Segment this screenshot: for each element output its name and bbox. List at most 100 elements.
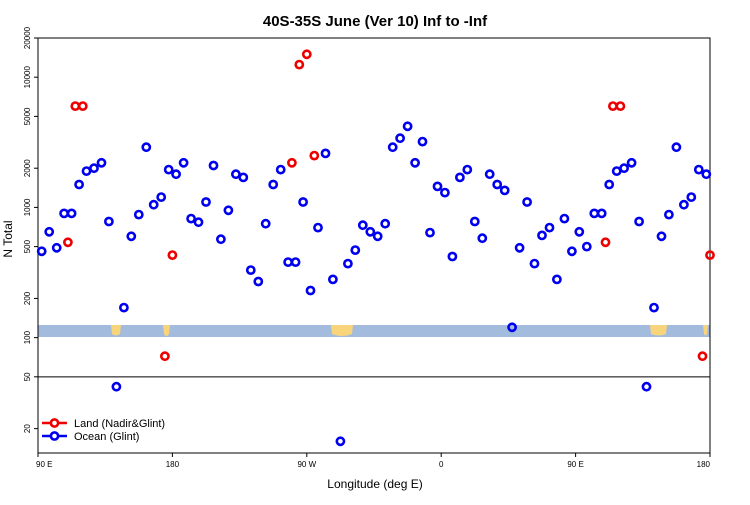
data-point bbox=[245, 265, 256, 275]
data-point bbox=[74, 179, 84, 190]
data-point bbox=[365, 226, 376, 237]
data-point bbox=[89, 163, 99, 174]
y-tick-label: 2000 bbox=[23, 159, 32, 177]
data-point bbox=[462, 164, 473, 175]
data-point bbox=[59, 208, 69, 219]
data-point bbox=[439, 187, 450, 198]
data-points bbox=[36, 49, 715, 447]
data-point bbox=[705, 250, 715, 260]
data-point bbox=[223, 205, 234, 216]
data-point bbox=[36, 246, 47, 257]
y-tick-label: 20000 bbox=[23, 26, 32, 49]
data-point bbox=[77, 101, 88, 111]
legend-marker bbox=[49, 418, 60, 428]
data-point bbox=[63, 237, 73, 248]
data-point bbox=[309, 150, 320, 161]
data-point bbox=[649, 302, 659, 313]
data-point bbox=[581, 241, 592, 252]
plot-frame bbox=[37, 37, 711, 454]
data-point bbox=[268, 179, 279, 190]
x-tick-label: 180 bbox=[697, 460, 711, 469]
legend-label: Ocean (Glint) bbox=[74, 431, 139, 443]
chart-title: 40S-35S June (Ver 10) Inf to -Inf bbox=[263, 13, 488, 30]
series-ocean bbox=[36, 121, 712, 447]
y-tick-label: 100 bbox=[23, 330, 32, 344]
data-point bbox=[230, 169, 241, 180]
data-point bbox=[454, 172, 465, 183]
data-point bbox=[701, 169, 712, 180]
data-point bbox=[664, 209, 674, 220]
legend: Land (Nadir&Glint)Ocean (Glint) bbox=[42, 418, 165, 443]
data-point bbox=[574, 226, 585, 237]
data-point bbox=[529, 258, 540, 269]
data-point bbox=[567, 246, 577, 257]
series-land bbox=[63, 49, 715, 362]
data-point bbox=[596, 208, 607, 219]
data-point bbox=[167, 250, 178, 260]
continent-shape bbox=[163, 325, 170, 336]
data-point bbox=[215, 234, 226, 245]
data-point bbox=[402, 121, 413, 132]
data-point bbox=[305, 285, 316, 296]
data-point bbox=[395, 133, 405, 144]
data-point bbox=[492, 179, 503, 190]
data-point bbox=[70, 101, 81, 111]
x-tick-label: 90 W bbox=[297, 460, 316, 469]
ocean-band bbox=[38, 325, 710, 337]
data-point bbox=[290, 257, 301, 267]
data-point bbox=[301, 49, 312, 60]
data-point bbox=[44, 226, 55, 237]
data-point bbox=[275, 164, 286, 175]
data-point bbox=[608, 101, 618, 111]
x-tick-label: 180 bbox=[166, 460, 180, 469]
data-point bbox=[544, 222, 555, 233]
data-point bbox=[327, 274, 338, 285]
data-point bbox=[425, 227, 435, 238]
data-point bbox=[604, 179, 615, 190]
data-point bbox=[313, 222, 323, 233]
legend-entry: Ocean (Glint) bbox=[42, 431, 139, 443]
x-tick-label: 90 E bbox=[36, 460, 52, 469]
continent-shape bbox=[331, 325, 353, 336]
data-point bbox=[51, 242, 62, 253]
data-point bbox=[410, 157, 420, 168]
legend-entry: Land (Nadir&Glint) bbox=[42, 418, 165, 430]
data-point bbox=[693, 164, 704, 175]
data-point bbox=[619, 163, 629, 174]
data-point bbox=[432, 181, 443, 192]
y-tick-label: 5000 bbox=[23, 107, 32, 125]
data-point bbox=[171, 169, 181, 180]
data-point bbox=[417, 136, 428, 147]
data-point bbox=[178, 157, 189, 168]
data-point bbox=[514, 242, 525, 253]
data-point bbox=[104, 216, 114, 227]
data-point bbox=[119, 302, 129, 313]
data-point bbox=[679, 199, 689, 210]
data-point bbox=[298, 197, 308, 207]
legend-marker bbox=[49, 431, 60, 441]
y-tick-label: 500 bbox=[23, 239, 32, 253]
y-tick-label: 1000 bbox=[23, 198, 32, 216]
data-point bbox=[320, 148, 331, 159]
map-strip bbox=[38, 325, 710, 337]
data-point bbox=[522, 197, 532, 207]
data-point bbox=[537, 230, 547, 241]
data-point bbox=[477, 233, 488, 244]
data-point bbox=[387, 142, 398, 153]
data-point bbox=[350, 245, 361, 255]
data-point bbox=[507, 322, 517, 333]
data-point bbox=[238, 172, 249, 183]
data-point bbox=[357, 220, 368, 231]
data-point bbox=[552, 274, 562, 285]
data-point bbox=[686, 192, 697, 202]
data-point bbox=[186, 213, 196, 224]
data-point bbox=[671, 142, 682, 153]
data-point bbox=[148, 199, 159, 210]
continent-shape bbox=[703, 325, 708, 336]
data-point bbox=[634, 216, 644, 227]
data-point bbox=[133, 209, 144, 220]
y-axis-label: N Total bbox=[1, 220, 15, 257]
data-point bbox=[641, 381, 652, 392]
